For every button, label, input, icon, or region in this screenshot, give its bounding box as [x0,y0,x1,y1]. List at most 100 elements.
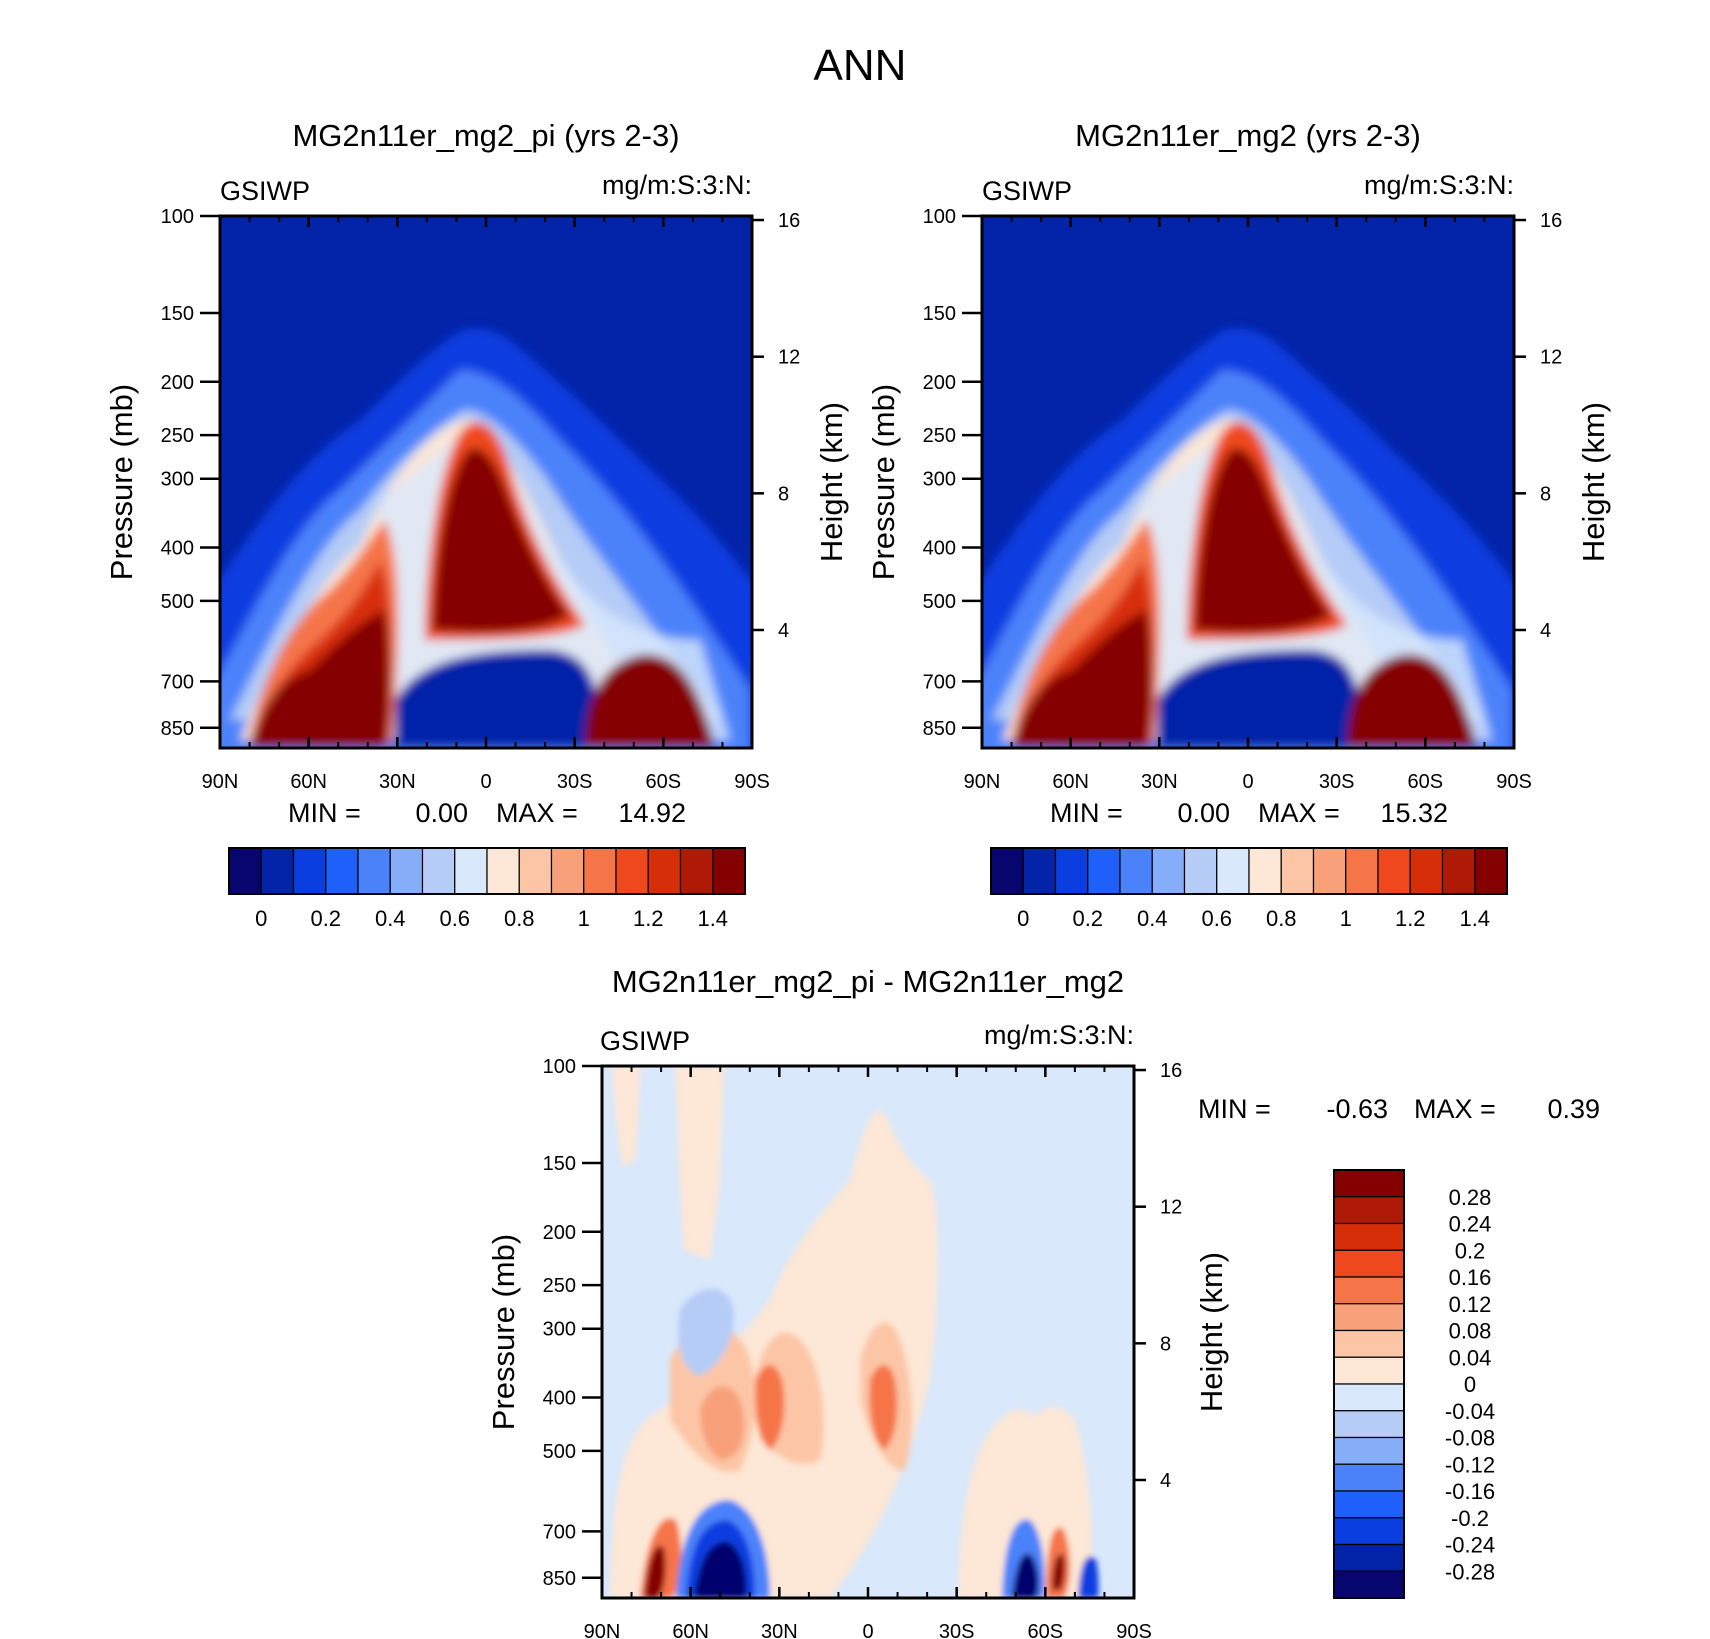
panel-2-colorbar: 0 0.2 0.4 0.6 0.8 1 1.2 1.4 [990,847,1508,931]
panel-3-positive-level [700,1386,745,1460]
colorbar-swatch [1333,1410,1405,1439]
colorbar-label: 0.12 [1449,1292,1492,1317]
colorbar-swatch [1333,1169,1405,1198]
x-tick-label: 30N [1141,771,1178,793]
y2-tick-label: 8 [1540,483,1551,505]
y-tick-label: 400 [923,538,956,560]
panel-3-min-label: MIN = [1198,1094,1271,1124]
y-tick-label: 250 [161,425,194,447]
panel-2-max-label: MAX = [1258,798,1340,828]
panel-1-axes: 90N 60N 30N 0 30S 60S 90S 100 150 200 250 300 400 500… [161,206,801,793]
y-tick-label: 200 [923,372,956,394]
panel-1-subsidence-minimum [395,650,600,748]
y-tick-label: 850 [543,1568,576,1590]
x-tick-label: 60S [1028,1621,1064,1639]
figure-title: ANN [814,41,907,90]
colorbar-label: -0.24 [1445,1533,1495,1558]
panel-1-north-maximum [250,610,391,748]
panel-2-min-value: 0.00 [1177,798,1230,828]
panel-3-y-axis-label: Pressure (mb) [486,1234,521,1430]
y-tick-label: 850 [161,718,194,740]
panel-3-positive-patch [612,1066,640,1166]
panel-1-contour-field [220,216,752,748]
x-tick-label: 90S [734,771,770,793]
panel-3-max-value: 0.39 [1547,1094,1600,1124]
y-tick-label: 200 [161,372,194,394]
panel-1-title: MG2n11er_mg2_pi (yrs 2-3) [292,118,679,153]
colorbar-label: 0 [1017,906,1029,931]
y-tick-label: 700 [543,1521,576,1543]
colorbar-frame [990,847,1508,895]
x-tick-label: 30S [939,1621,975,1639]
y2-tick-label: 8 [1160,1333,1171,1355]
colorbar-label: 0.04 [1449,1345,1492,1370]
y-tick-label: 150 [161,303,194,325]
panel-3: MG2n11er_mg2_pi - MG2n11er_mg2 GSIWP mg/… [486,964,1600,1600]
panel-1-colorbar: 0 0.2 0.4 0.6 0.8 1 1.2 1.4 [228,847,746,931]
panel-3-negative-level [1078,1556,1099,1598]
colorbar-swatch [1333,1570,1405,1599]
y-tick-label: 100 [923,206,956,228]
colorbar-swatch [1441,847,1476,895]
panel-1-tropical-maximum [432,448,570,633]
panel-2-y-axis-label: Pressure (mb) [866,384,901,580]
colorbar-label: 1 [578,906,590,931]
colorbar-swatch [990,847,1024,895]
colorbar-swatch [1333,1517,1405,1546]
panel-2: MG2n11er_mg2 (yrs 2-3) GSIWP mg/m:S:3:N:… [866,118,1611,828]
panel-1-min-value: 0.00 [415,798,468,828]
y-tick-label: 100 [543,1056,576,1078]
x-tick-label: 0 [1242,771,1253,793]
colorbar-swatch [550,847,585,895]
panel-1: MG2n11er_mg2_pi (yrs 2-3) GSIWP mg/m:S:3… [104,118,849,828]
colorbar-label: 0.28 [1449,1185,1492,1210]
colorbar-label: 1.4 [1459,906,1490,931]
colorbar-swatch [1183,847,1218,895]
x-tick-label: 60S [646,771,682,793]
colorbar-label: 0 [255,906,267,931]
colorbar-swatch [583,847,617,895]
colorbar-swatch [1333,1222,1405,1251]
colorbar-swatch [615,847,649,895]
panel-3-units-label: mg/m:S:3:N: [984,1020,1134,1050]
colorbar-swatch [357,847,391,895]
colorbar-swatch [260,847,295,895]
colorbar-frame [228,847,746,895]
panel-3-title: MG2n11er_mg2_pi - MG2n11er_mg2 [612,964,1124,999]
colorbar-swatch [389,847,424,895]
colorbar-label: 0.2 [1072,906,1103,931]
colorbar-swatch [486,847,520,895]
colorbar-swatch [1312,847,1347,895]
colorbar-swatch [1333,1276,1405,1305]
y-tick-label: 500 [161,591,194,613]
panel-3-colorbar: 0.280.240.20.160.120.080.040-0.04-0.08-0… [1333,1169,1495,1599]
x-tick-label: 0 [480,771,491,793]
panel-2-variable-label: GSIWP [982,176,1072,206]
panel-2-tropical-maximum [1194,448,1332,633]
y2-tick-label: 16 [1540,210,1562,232]
panel-3-negative-minimum [694,1541,747,1598]
colorbar-swatch [421,847,456,895]
x-tick-label: 60N [672,1621,709,1639]
colorbar-swatch [1054,847,1089,895]
colorbar-swatch [1345,847,1379,895]
colorbar-label: 0.4 [375,906,406,931]
colorbar-label: -0.12 [1445,1452,1495,1477]
panel-1-min-label: MIN = [288,798,361,828]
colorbar-swatch [1280,847,1315,895]
colorbar-label: 0.6 [1201,906,1232,931]
panel-1-y2-axis-label: Height (km) [814,402,849,562]
panel-3-positive-maximum [644,1545,666,1598]
x-tick-label: 90S [1116,1621,1152,1639]
y-tick-label: 300 [923,469,956,491]
colorbar-swatch [712,847,746,895]
panel-1-y-axis-label: Pressure (mb) [104,384,139,580]
y2-tick-label: 4 [1540,620,1551,642]
colorbar-swatch [454,847,488,895]
y-tick-label: 300 [161,469,194,491]
x-tick-label: 90S [1496,771,1532,793]
colorbar-swatch [228,847,262,895]
x-tick-label: 30S [557,771,593,793]
colorbar-label: 1.4 [697,906,728,931]
panel-2-title: MG2n11er_mg2 (yrs 2-3) [1075,118,1421,153]
